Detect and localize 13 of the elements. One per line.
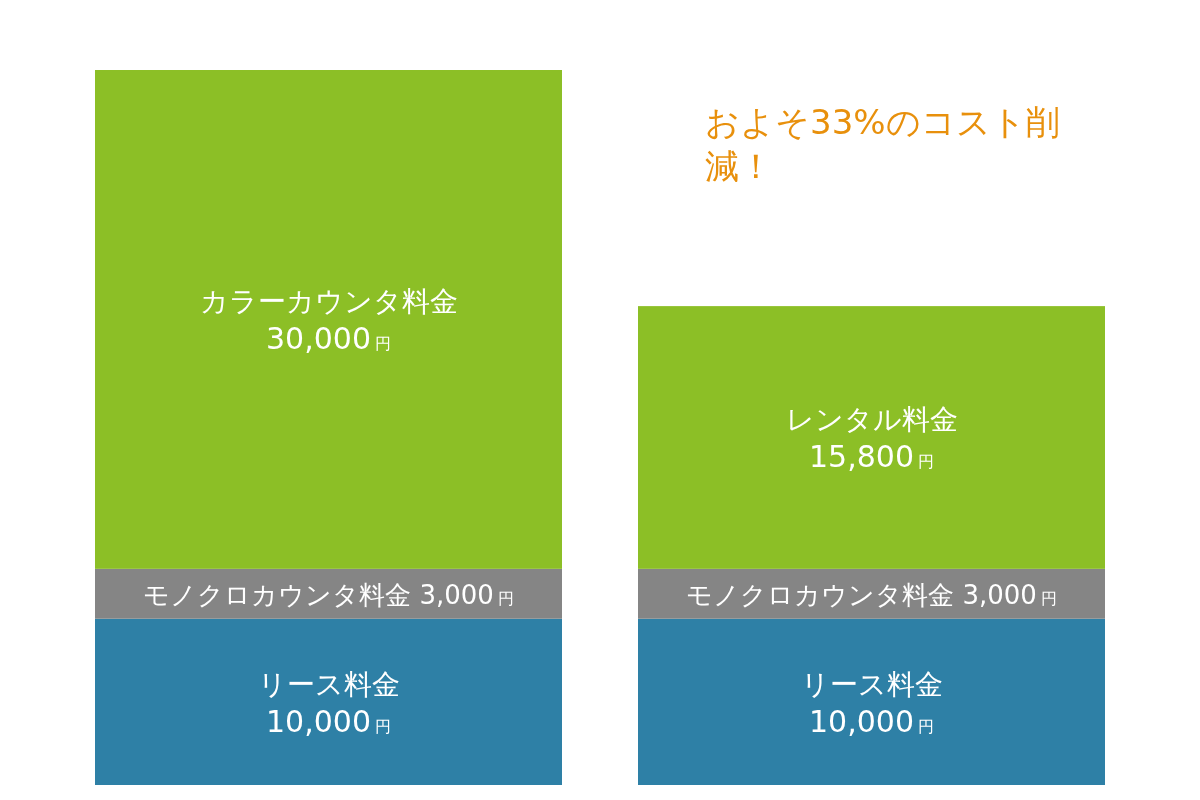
annotation: およそ33%のコスト削減！ (705, 101, 1061, 188)
bar (638, 618, 1105, 785)
text: モノクロカウンタ料金 (686, 579, 955, 610)
series-label: モノクロカウンタ料金 (143, 579, 420, 610)
series-label: カラーカウンタ料金 (199, 285, 458, 319)
bar (638, 306, 1105, 569)
bar (95, 568, 562, 619)
bar (95, 70, 562, 569)
text: リース料金 (800, 667, 943, 701)
bar (95, 618, 562, 785)
bar (638, 568, 1105, 619)
series-label: レンタル料金 (785, 403, 958, 437)
series-label: リース料金 (257, 667, 400, 701)
